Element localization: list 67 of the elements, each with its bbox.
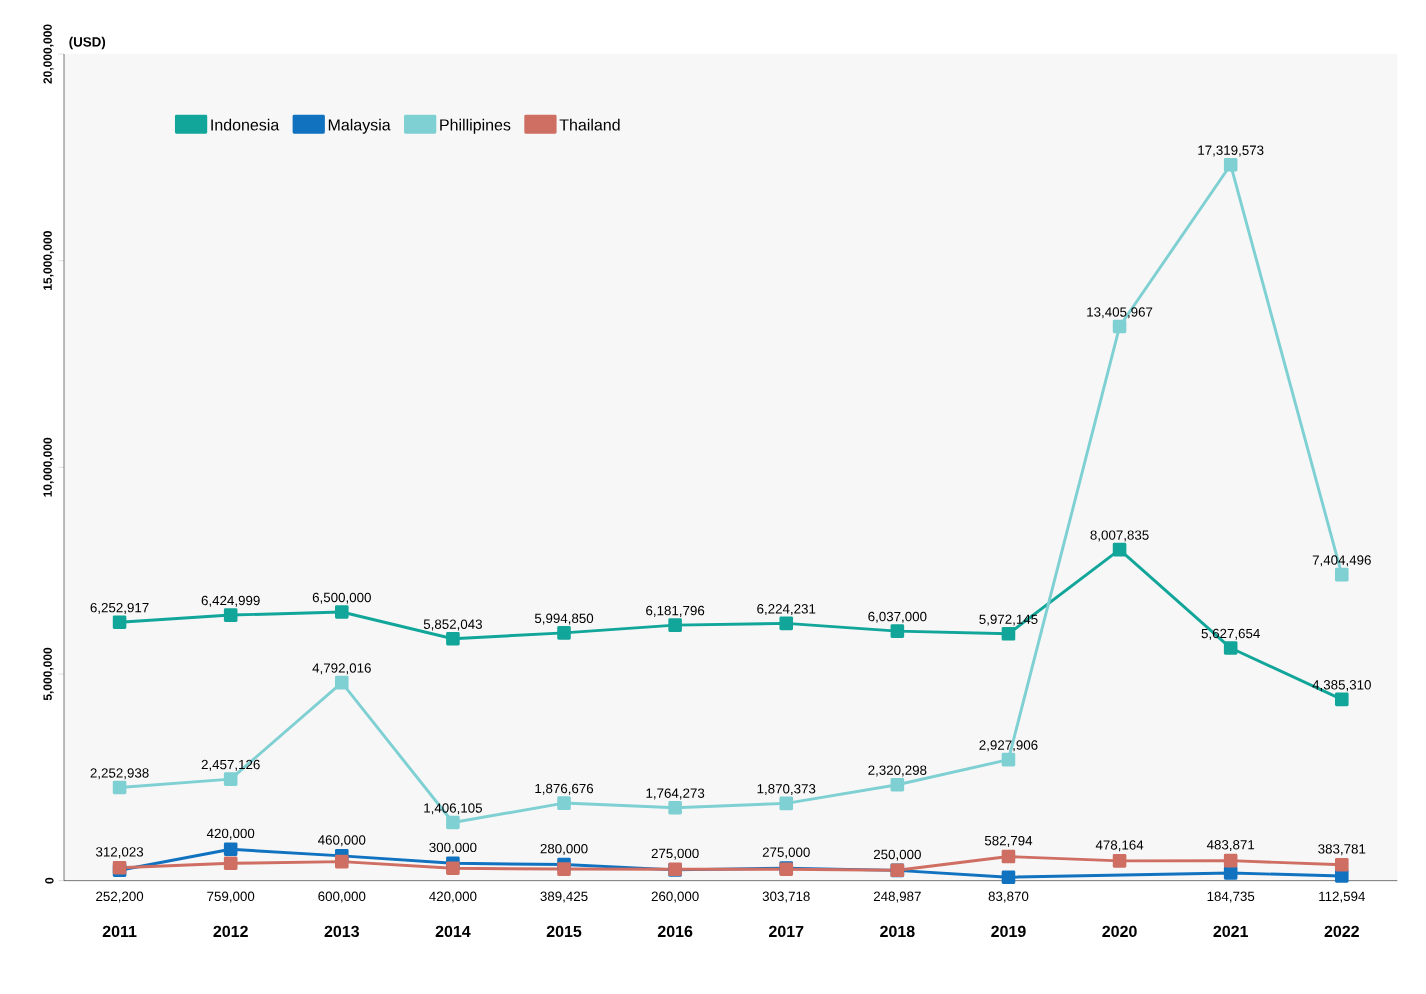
- x-tick-label: 2014: [435, 925, 471, 938]
- x-tick-label: 2019: [991, 925, 1026, 938]
- x-tick-label: 2021: [1213, 925, 1249, 938]
- data-label: 280,000: [540, 843, 588, 855]
- x-tick-label: 2017: [769, 925, 804, 938]
- y-tick-label: 5,000,000: [43, 647, 54, 701]
- data-label: 1,876,676: [535, 783, 594, 795]
- data-label: 2,320,298: [868, 765, 927, 777]
- y-tick-label: 10,000,000: [43, 437, 54, 497]
- y-tick-label: 20,000,000: [43, 24, 54, 84]
- data-label: 478,164: [1095, 840, 1144, 852]
- legend-label: Thailand: [559, 118, 620, 131]
- data-label: 252,200: [96, 891, 144, 903]
- data-label: 17,319,573: [1198, 145, 1264, 157]
- x-tick-label: 2016: [657, 925, 693, 938]
- data-label: 275,000: [651, 848, 699, 860]
- data-label: 460,000: [318, 835, 366, 847]
- data-label: 7,404,496: [1312, 555, 1371, 567]
- data-label: 2,457,126: [201, 759, 260, 771]
- data-label: 2,927,906: [979, 740, 1038, 752]
- data-label: 1,406,105: [424, 803, 482, 815]
- data-label: 250,000: [873, 849, 921, 861]
- legend-label: Malaysia: [328, 118, 391, 134]
- x-tick-label: 2022: [1324, 925, 1359, 938]
- x-tick-label: 2015: [546, 925, 582, 938]
- data-label: 420,000: [429, 891, 477, 903]
- data-label: 260,000: [651, 891, 699, 903]
- data-label: 6,500,000: [312, 592, 371, 604]
- data-label: 112,594: [1319, 891, 1365, 903]
- data-label: 6,181,796: [646, 605, 705, 617]
- data-label: 5,852,043: [423, 619, 482, 631]
- y-axis-title: (USD): [69, 36, 106, 50]
- data-label: 1,870,373: [757, 784, 816, 796]
- x-tick-label: 2011: [102, 925, 137, 938]
- data-label: 4,792,016: [312, 663, 371, 675]
- data-label: 6,224,231: [757, 604, 816, 616]
- data-label: 2,252,938: [90, 768, 149, 780]
- data-label: 248,987: [873, 891, 921, 903]
- data-label: 13,405,967: [1087, 307, 1153, 319]
- data-label: 389,425: [540, 891, 588, 903]
- x-tick-label: 2012: [213, 925, 248, 938]
- data-label: 483,871: [1206, 840, 1255, 852]
- data-label: 312,023: [95, 847, 144, 859]
- y-tick-label: 0: [45, 877, 54, 884]
- legend-label: Phillipines: [440, 118, 511, 134]
- legend-label: Indonesia: [211, 118, 280, 131]
- x-tick-label: 2020: [1102, 925, 1137, 938]
- data-label: 6,424,999: [201, 595, 260, 607]
- data-label: 6,252,917: [90, 602, 149, 614]
- data-label: 600,000: [318, 891, 366, 903]
- data-label: 759,000: [207, 891, 255, 903]
- data-label: 8,007,835: [1090, 530, 1149, 542]
- data-label: 4,385,310: [1312, 680, 1371, 692]
- data-label: 300,000: [429, 842, 477, 854]
- data-label: 303,718: [762, 891, 810, 903]
- data-label: 83,870: [988, 891, 1029, 903]
- x-tick-label: 2013: [324, 925, 359, 938]
- x-tick-label: 2018: [880, 925, 915, 938]
- y-tick-label: 15,000,000: [43, 231, 54, 290]
- data-label: 275,000: [762, 847, 810, 859]
- data-label: 5,994,850: [534, 613, 594, 625]
- data-label: 582,794: [984, 835, 1033, 847]
- data-label: 1,764,273: [646, 788, 705, 800]
- data-label: 420,000: [206, 828, 255, 840]
- data-label: 184,735: [1207, 891, 1255, 903]
- data-label: 6,037,000: [868, 611, 927, 623]
- data-label: 383,781: [1318, 844, 1366, 856]
